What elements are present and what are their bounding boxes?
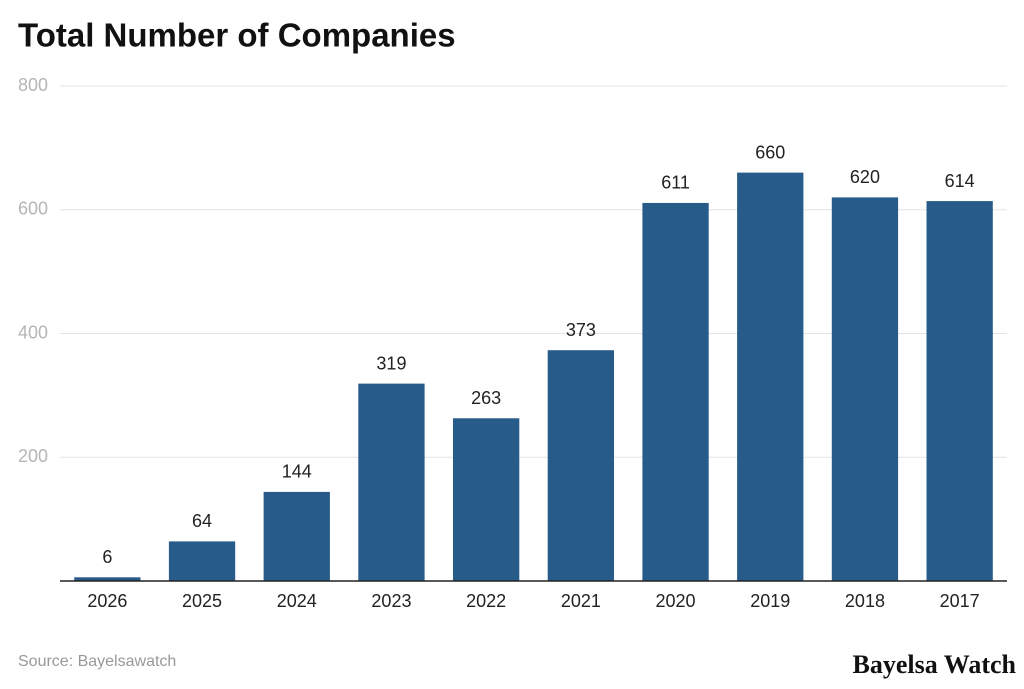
x-tick-label: 2024 bbox=[277, 591, 317, 611]
x-tick-label: 2017 bbox=[940, 591, 980, 611]
bar bbox=[547, 350, 614, 581]
bar bbox=[737, 172, 804, 581]
value-label: 660 bbox=[755, 142, 785, 162]
brand: Bayelsa Watch bbox=[853, 650, 1017, 679]
x-tick-label: 2022 bbox=[466, 591, 506, 611]
value-label: 144 bbox=[282, 462, 312, 482]
x-tick-label: 2018 bbox=[845, 591, 885, 611]
x-tick-label: 2021 bbox=[561, 591, 601, 611]
x-tick-label: 2025 bbox=[182, 591, 222, 611]
bar bbox=[453, 418, 520, 581]
bar bbox=[642, 202, 709, 581]
value-label: 319 bbox=[376, 353, 406, 373]
source: Source: Bayelsawatch bbox=[18, 653, 176, 670]
bar bbox=[168, 541, 236, 581]
y-tick-label: 600 bbox=[18, 199, 48, 219]
value-label: 64 bbox=[192, 511, 212, 531]
value-label: 611 bbox=[661, 173, 690, 193]
value-label: 620 bbox=[850, 167, 880, 187]
bar bbox=[831, 197, 899, 581]
y-tick-label: 800 bbox=[18, 75, 48, 95]
bar bbox=[263, 491, 330, 581]
chart-title: Total Number of Companies bbox=[18, 17, 456, 54]
value-label: 263 bbox=[471, 388, 501, 408]
y-tick-label: 200 bbox=[18, 446, 48, 466]
x-tick-label: 2023 bbox=[371, 591, 411, 611]
value-label: 614 bbox=[945, 171, 975, 191]
bar bbox=[74, 577, 141, 581]
x-tick-label: 2026 bbox=[87, 591, 127, 611]
value-label: 373 bbox=[566, 320, 596, 340]
y-tick-label: 400 bbox=[18, 322, 48, 342]
value-label: 6 bbox=[102, 547, 112, 567]
bar bbox=[926, 201, 993, 581]
x-tick-label: 2019 bbox=[750, 591, 790, 611]
bar bbox=[358, 383, 425, 581]
x-tick-label: 2020 bbox=[656, 591, 696, 611]
